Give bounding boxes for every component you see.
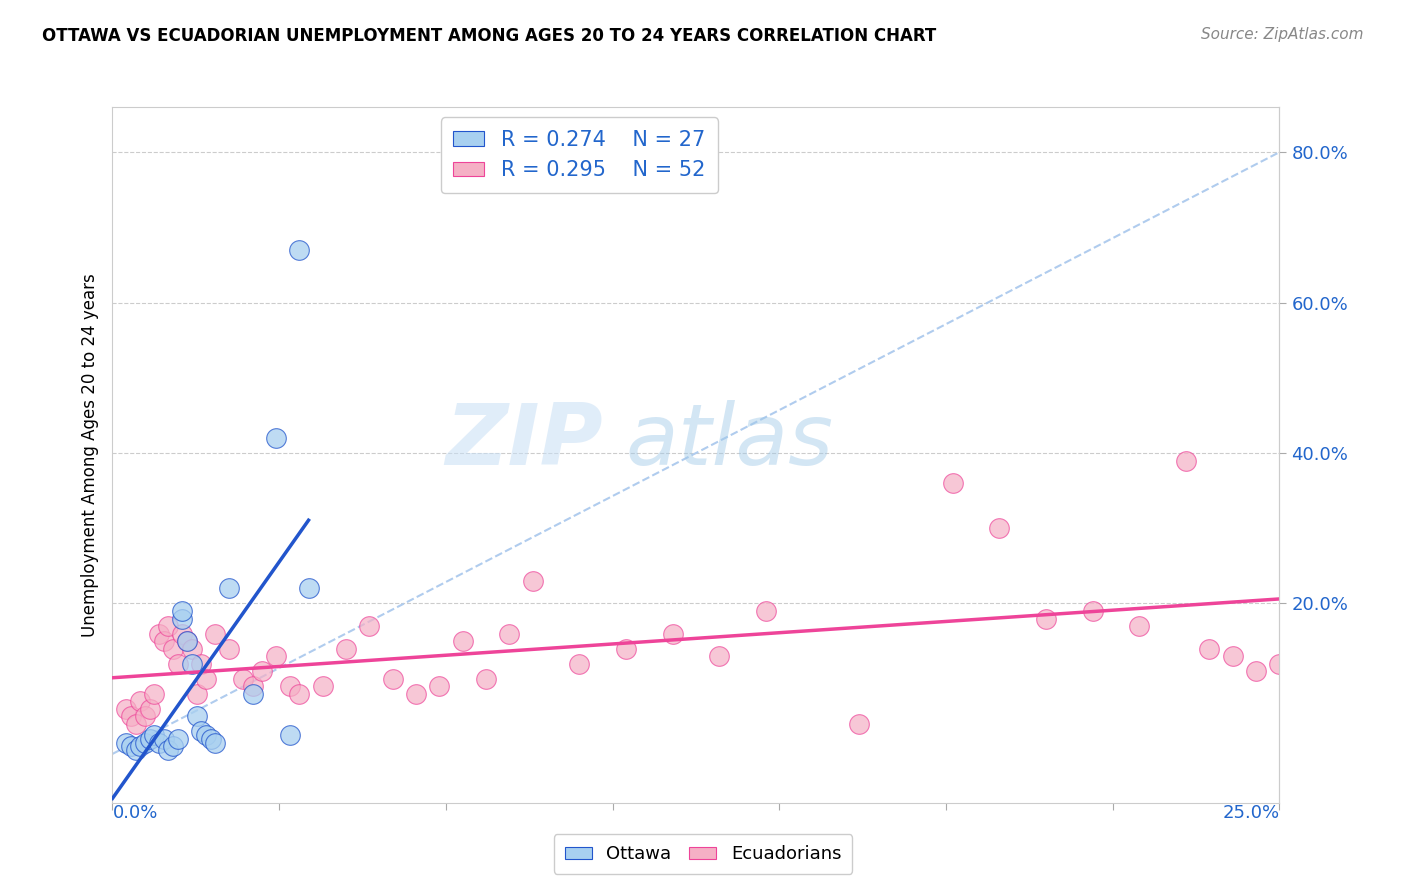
Point bbox=[568, 657, 591, 671]
Point bbox=[172, 611, 194, 625]
Point bbox=[661, 626, 683, 640]
Point bbox=[166, 657, 188, 671]
Text: OTTAWA VS ECUADORIAN UNEMPLOYMENT AMONG AGES 20 TO 24 YEARS CORRELATION CHART: OTTAWA VS ECUADORIAN UNEMPLOYMENT AMONG … bbox=[42, 27, 936, 45]
Text: ZIP: ZIP bbox=[444, 400, 603, 483]
Point bbox=[335, 641, 357, 656]
Point bbox=[204, 626, 226, 640]
Point bbox=[232, 672, 254, 686]
Point bbox=[125, 716, 148, 731]
Point bbox=[148, 626, 170, 640]
Point bbox=[297, 582, 319, 596]
Point bbox=[153, 634, 176, 648]
Point bbox=[134, 736, 156, 750]
Point bbox=[1244, 664, 1267, 678]
Text: 25.0%: 25.0% bbox=[1222, 805, 1279, 822]
Point bbox=[115, 702, 138, 716]
Point bbox=[143, 687, 166, 701]
Point bbox=[311, 679, 333, 693]
Point bbox=[176, 634, 198, 648]
Point bbox=[1035, 611, 1057, 625]
Point bbox=[359, 619, 381, 633]
Point bbox=[200, 731, 222, 746]
Point bbox=[218, 582, 240, 596]
Point bbox=[1198, 641, 1220, 656]
Point bbox=[153, 731, 176, 746]
Text: atlas: atlas bbox=[626, 400, 834, 483]
Point bbox=[180, 657, 202, 671]
Point bbox=[942, 476, 965, 491]
Point bbox=[129, 694, 152, 708]
Point bbox=[180, 641, 202, 656]
Point bbox=[162, 641, 184, 656]
Point bbox=[143, 728, 166, 742]
Point bbox=[172, 604, 194, 618]
Point bbox=[166, 731, 188, 746]
Text: Source: ZipAtlas.com: Source: ZipAtlas.com bbox=[1201, 27, 1364, 42]
Point bbox=[988, 521, 1011, 535]
Point bbox=[148, 736, 170, 750]
Point bbox=[186, 709, 208, 723]
Point bbox=[218, 641, 240, 656]
Point bbox=[162, 739, 184, 754]
Point bbox=[522, 574, 544, 588]
Point bbox=[614, 641, 637, 656]
Point bbox=[157, 743, 180, 757]
Point bbox=[475, 672, 498, 686]
Text: 0.0%: 0.0% bbox=[112, 805, 157, 822]
Point bbox=[120, 709, 142, 723]
Point bbox=[709, 649, 731, 664]
Point bbox=[120, 739, 142, 754]
Point bbox=[288, 687, 311, 701]
Point bbox=[190, 657, 212, 671]
Point bbox=[139, 731, 162, 746]
Point bbox=[498, 626, 520, 640]
Point bbox=[242, 687, 264, 701]
Point bbox=[129, 739, 152, 754]
Point bbox=[264, 649, 287, 664]
Point bbox=[848, 716, 870, 731]
Point bbox=[190, 724, 212, 739]
Point bbox=[264, 431, 287, 445]
Point bbox=[1175, 453, 1198, 467]
Point bbox=[278, 728, 301, 742]
Point bbox=[157, 619, 180, 633]
Point bbox=[278, 679, 301, 693]
Point bbox=[242, 679, 264, 693]
Y-axis label: Unemployment Among Ages 20 to 24 years: Unemployment Among Ages 20 to 24 years bbox=[80, 273, 98, 637]
Point bbox=[288, 243, 311, 257]
Point bbox=[1222, 649, 1244, 664]
Point bbox=[427, 679, 450, 693]
Legend: R = 0.274    N = 27, R = 0.295    N = 52: R = 0.274 N = 27, R = 0.295 N = 52 bbox=[440, 118, 718, 193]
Point bbox=[172, 626, 194, 640]
Point bbox=[381, 672, 404, 686]
Point bbox=[405, 687, 427, 701]
Point bbox=[204, 736, 226, 750]
Point bbox=[194, 672, 217, 686]
Point bbox=[250, 664, 273, 678]
Point bbox=[755, 604, 778, 618]
Point bbox=[115, 736, 138, 750]
Point bbox=[186, 687, 208, 701]
Legend: Ottawa, Ecuadorians: Ottawa, Ecuadorians bbox=[554, 834, 852, 874]
Point bbox=[1268, 657, 1291, 671]
Point bbox=[451, 634, 474, 648]
Point bbox=[139, 702, 162, 716]
Point bbox=[1128, 619, 1150, 633]
Point bbox=[125, 743, 148, 757]
Point bbox=[1081, 604, 1104, 618]
Point bbox=[176, 634, 198, 648]
Point bbox=[194, 728, 217, 742]
Point bbox=[134, 709, 156, 723]
